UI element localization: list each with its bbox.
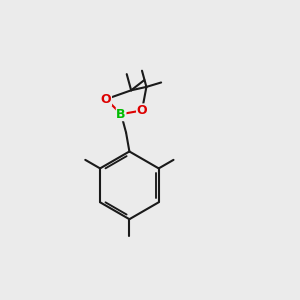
Text: O: O bbox=[101, 93, 111, 106]
Text: B: B bbox=[116, 108, 126, 121]
Text: O: O bbox=[137, 104, 147, 117]
